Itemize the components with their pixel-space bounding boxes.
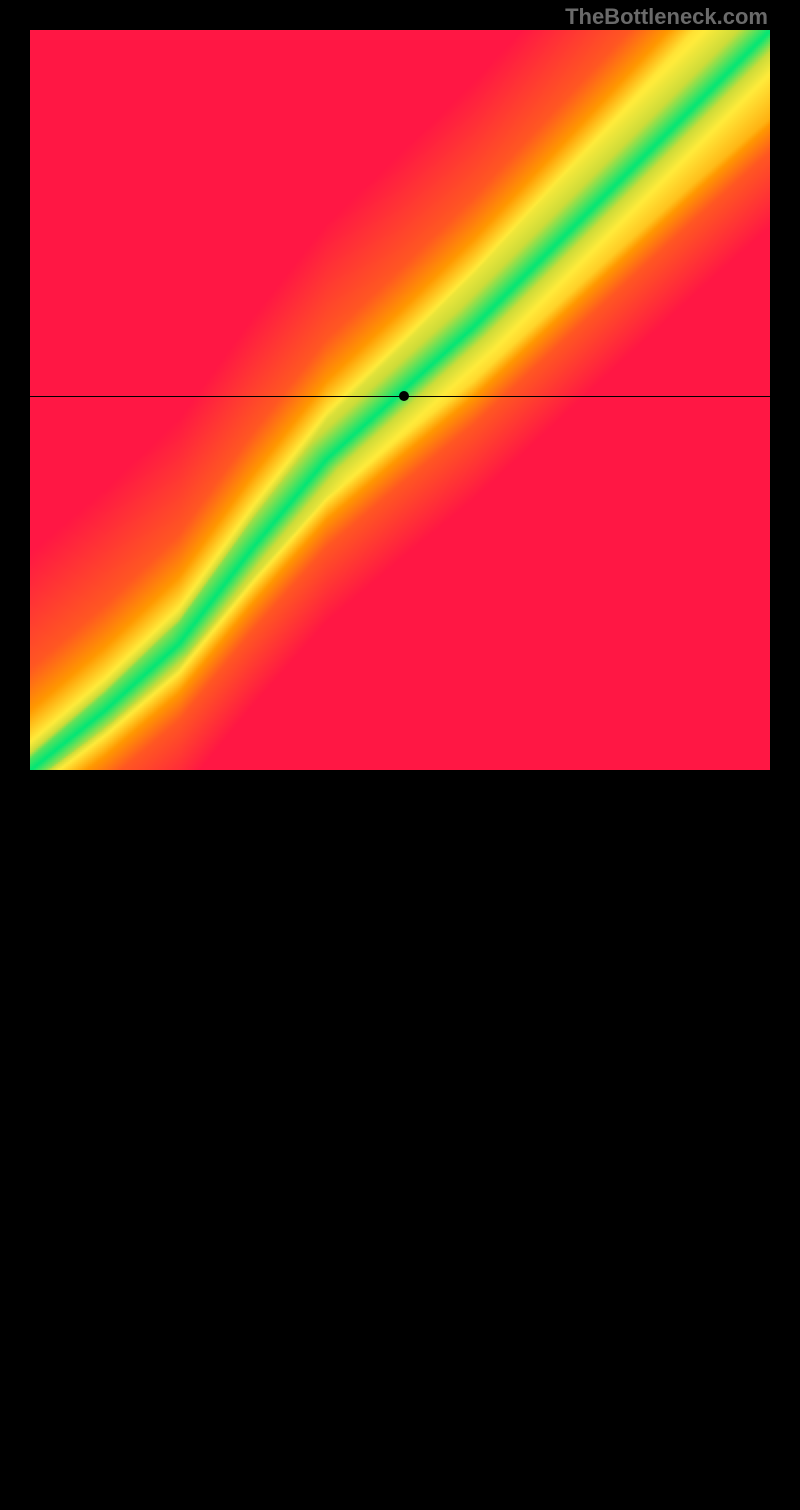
watermark-text: TheBottleneck.com	[565, 4, 768, 30]
heatmap-plot	[30, 30, 770, 770]
crosshair-vertical	[404, 770, 405, 1510]
crosshair-marker	[399, 391, 409, 401]
